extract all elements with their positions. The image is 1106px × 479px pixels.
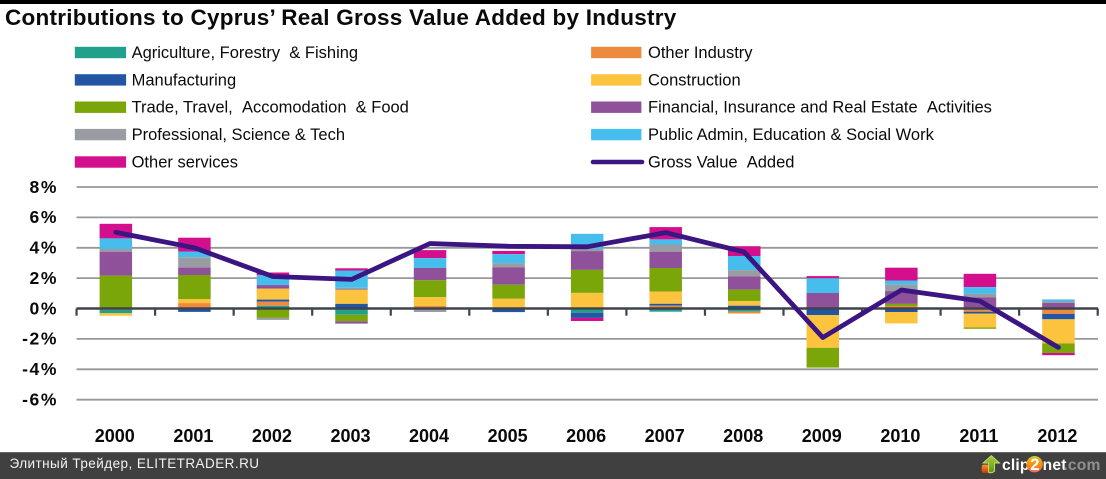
svg-text:-4%: -4% (22, 359, 58, 379)
svg-text:.com: .com (1063, 457, 1100, 474)
svg-text:8%: 8% (30, 177, 59, 197)
svg-text:Other Industry: Other Industry (648, 44, 753, 62)
svg-text:2006: 2006 (566, 426, 606, 446)
svg-text:Gross Value Added: Gross Value Added (648, 154, 794, 172)
svg-text:Trade, Travel, Accomodation: Trade, Travel, Accomodation & Food (132, 99, 409, 117)
svg-text:2002: 2002 (252, 426, 292, 446)
svg-text:2%: 2% (30, 268, 59, 288)
svg-text:-2%: -2% (22, 329, 58, 349)
svg-text:net: net (1043, 457, 1067, 474)
svg-text:Financial, Insurance and Real: Financial, Insurance and Real Estate Act… (648, 99, 992, 117)
svg-text:Other services: Other services (132, 154, 238, 172)
svg-text:Элитный Трейдер, ELITETRADER.R: Элитный Трейдер, ELITETRADER.RU (10, 456, 260, 471)
svg-text:2009: 2009 (802, 426, 842, 446)
svg-text:2001: 2001 (173, 426, 213, 446)
svg-text:2004: 2004 (409, 426, 449, 446)
svg-text:0%: 0% (30, 298, 59, 318)
svg-text:2007: 2007 (645, 426, 685, 446)
svg-text:2000: 2000 (95, 426, 135, 446)
svg-text:-6%: -6% (22, 390, 58, 410)
svg-text:Agriculture, Forestry & Fishi: Agriculture, Forestry & Fishing (132, 44, 359, 62)
svg-text:2: 2 (1030, 456, 1039, 474)
svg-text:2003: 2003 (330, 426, 370, 446)
svg-text:2012: 2012 (1037, 426, 1077, 446)
svg-text:4%: 4% (30, 238, 59, 258)
svg-text:2008: 2008 (723, 426, 763, 446)
svg-text:2011: 2011 (959, 426, 998, 446)
svg-text:Professional, Science & Tech: Professional, Science & Tech (132, 126, 345, 144)
svg-text:Public Admin, Education & Soci: Public Admin, Education & Social Work (648, 126, 935, 144)
svg-text:Contributions to Cyprus’ Real: Contributions to Cyprus’ Real Gross Valu… (5, 5, 677, 30)
svg-text:2005: 2005 (488, 426, 528, 446)
svg-text:2010: 2010 (880, 426, 920, 446)
svg-text:6%: 6% (30, 207, 59, 227)
svg-text:clip: clip (1002, 457, 1030, 474)
svg-text:Construction: Construction (648, 71, 741, 89)
svg-text:Manufacturing: Manufacturing (132, 71, 237, 89)
